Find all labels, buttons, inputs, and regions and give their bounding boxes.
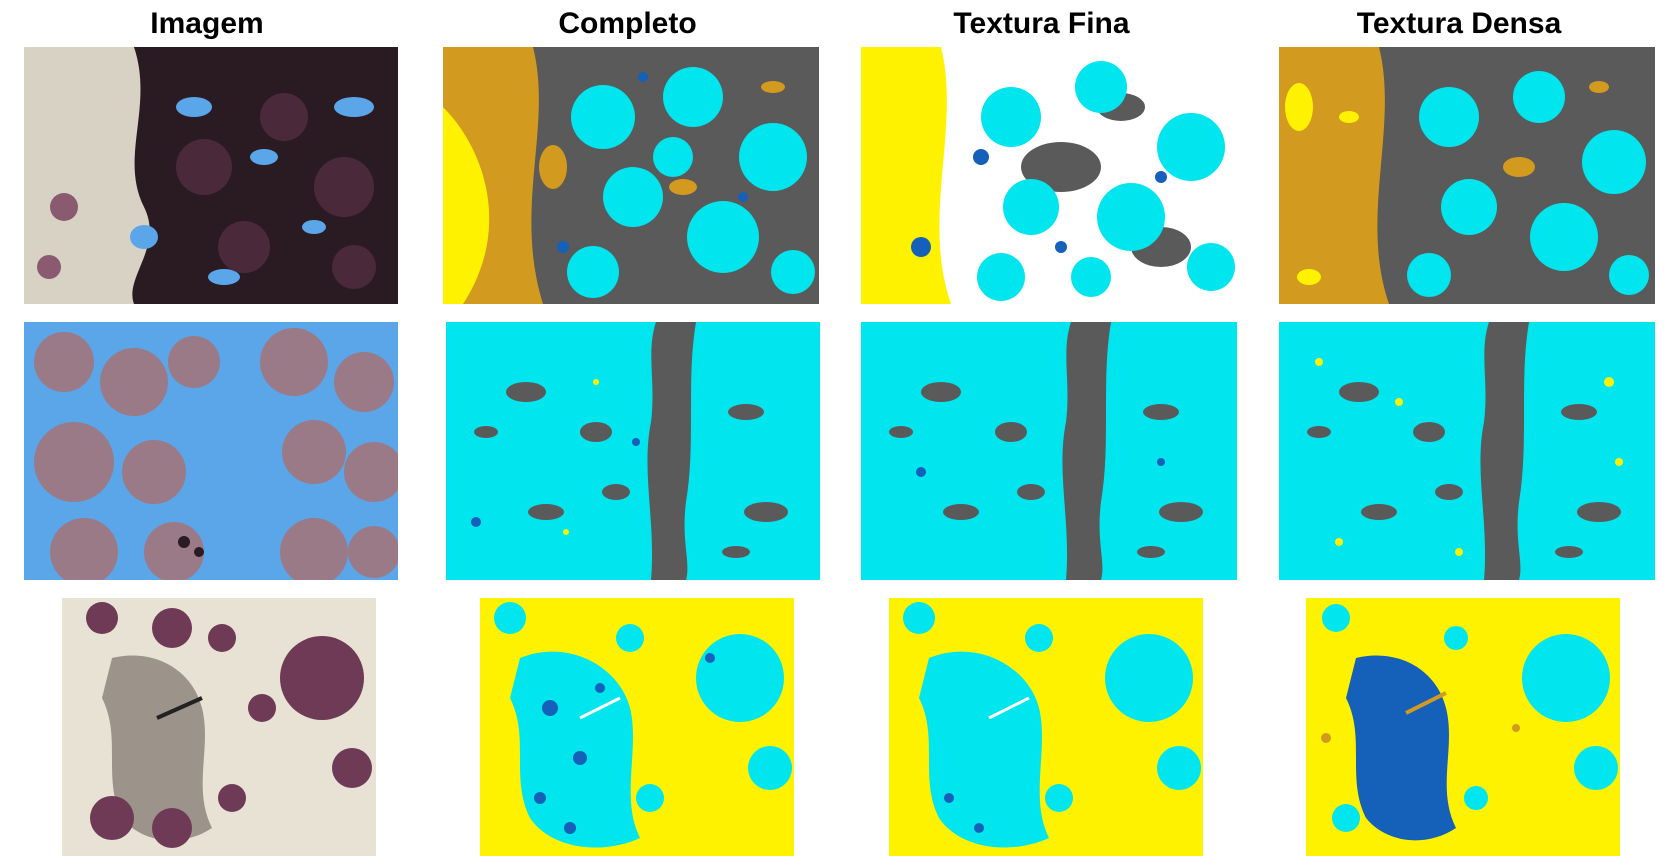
segmentation-r3-completo bbox=[480, 598, 794, 856]
panel-r2-completo bbox=[446, 322, 820, 580]
segmentation-r3-textura-fina bbox=[889, 598, 1203, 856]
column-title-imagem: Imagem bbox=[150, 7, 264, 40]
panel-r1-imagem bbox=[24, 47, 398, 304]
micrograph-r1 bbox=[24, 47, 398, 304]
panel-r1-textura-densa bbox=[1279, 47, 1655, 304]
segmentation-r2-completo bbox=[446, 322, 820, 580]
segmentation-r3-textura-densa bbox=[1306, 598, 1620, 856]
panel-r2-textura-densa bbox=[1279, 322, 1655, 580]
panel-r1-textura-fina bbox=[861, 47, 1238, 304]
panel-r3-textura-fina bbox=[889, 598, 1203, 856]
segmentation-r1-completo bbox=[443, 47, 819, 304]
column-title-textura-fina: Textura Fina bbox=[953, 7, 1130, 40]
panel-r1-completo bbox=[443, 47, 819, 304]
segmentation-r2-textura-densa bbox=[1279, 322, 1655, 580]
micrograph-r3 bbox=[62, 598, 376, 856]
panel-r3-textura-densa bbox=[1306, 598, 1620, 856]
segmentation-r1-textura-fina bbox=[861, 47, 1238, 304]
panel-r2-textura-fina bbox=[861, 322, 1237, 580]
panel-r3-imagem bbox=[62, 598, 376, 856]
panel-r3-completo bbox=[480, 598, 794, 856]
segmentation-r1-textura-densa bbox=[1279, 47, 1655, 304]
segmentation-r2-textura-fina bbox=[861, 322, 1237, 580]
column-title-completo: Completo bbox=[558, 7, 697, 40]
panel-r2-imagem bbox=[24, 322, 398, 580]
column-title-textura-densa: Textura Densa bbox=[1356, 7, 1562, 40]
micrograph-r2 bbox=[24, 322, 398, 580]
